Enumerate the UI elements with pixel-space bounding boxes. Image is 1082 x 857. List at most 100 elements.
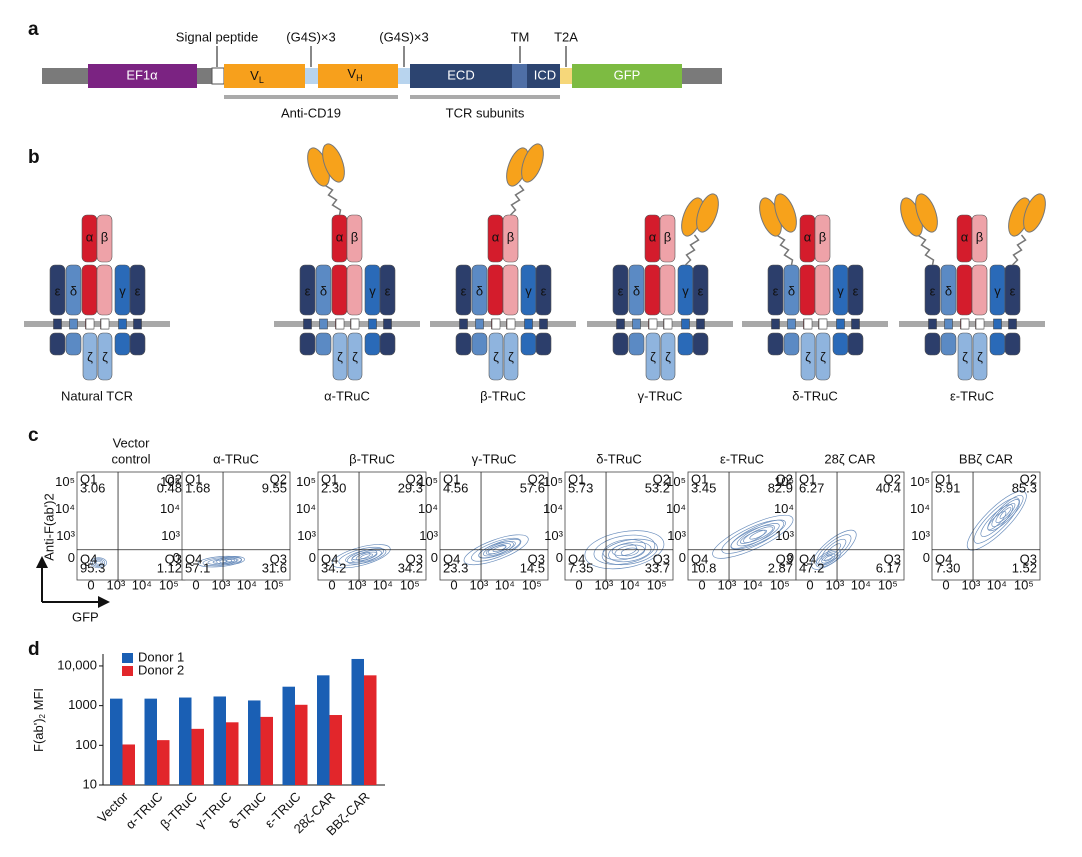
tm-block	[512, 64, 527, 88]
chain-domain	[612, 264, 629, 316]
bar	[364, 675, 377, 785]
tm-segment	[100, 318, 110, 330]
y-tick-label: 10⁵	[418, 474, 438, 489]
tm-segment	[475, 318, 484, 330]
chain-domain	[81, 264, 98, 316]
construct-label: α-TRuC	[324, 388, 370, 403]
x-tick-label: 10⁵	[878, 577, 898, 592]
contour	[821, 553, 836, 564]
chain-domain	[940, 264, 957, 316]
quadrant-value: 14.5	[520, 560, 545, 575]
quadrant-name: Q1	[443, 471, 460, 486]
chain-label: ζ	[508, 349, 514, 364]
linker-block	[305, 68, 318, 84]
bracket-label: Anti-CD19	[281, 105, 341, 120]
arrow-head	[36, 556, 48, 568]
linker-block	[398, 68, 410, 84]
legend-swatch	[122, 653, 133, 663]
zeta-chain	[347, 332, 363, 381]
cyto-tail	[832, 332, 849, 356]
quadrant-value: 2.30	[321, 480, 346, 495]
cyto-tail	[612, 332, 629, 356]
quadrant-value: 23.3	[443, 560, 468, 575]
zeta-chain	[82, 332, 98, 381]
construct-label: γ-TRuC	[638, 388, 683, 403]
y-tick-label: 10⁵	[666, 474, 686, 489]
chain-domain	[502, 264, 519, 316]
tm-segment	[53, 318, 62, 330]
x-tick-label: 10³	[106, 577, 125, 592]
bar	[260, 716, 273, 785]
icd-block	[527, 64, 560, 88]
bar	[213, 696, 226, 785]
panel-label: a	[28, 19, 39, 40]
x-tick-label: 0	[698, 577, 705, 592]
y-tick-label: 100	[75, 737, 97, 752]
x-tick-label: 10³	[211, 577, 230, 592]
contour	[492, 545, 507, 552]
vh-sub: H	[356, 73, 363, 83]
chain-domain	[767, 264, 784, 316]
tm-segment	[771, 318, 780, 330]
tm-segment	[944, 318, 953, 330]
scfv-domain	[521, 143, 544, 183]
contour	[811, 529, 857, 570]
plot-title: β-TRuC	[349, 451, 395, 466]
legend-label: Donor 2	[138, 662, 184, 677]
quadrant-name: Q3	[165, 551, 182, 566]
chain-label: α	[961, 229, 969, 244]
x-tick-label: 0	[192, 577, 199, 592]
zeta-chain	[488, 332, 504, 381]
contour	[815, 549, 842, 568]
y-tick-label: 10³	[911, 528, 930, 543]
tm-segment	[383, 318, 392, 330]
t2a-block	[560, 68, 572, 84]
y-tick-label: 10⁴	[666, 501, 686, 516]
x-tick-label: 10⁵	[400, 577, 420, 592]
quadrant-value: 57.1	[185, 560, 210, 575]
plot-title: α-TRuC	[213, 451, 259, 466]
promoter-block	[88, 64, 197, 88]
x-tick-label: 10³	[825, 577, 844, 592]
y-tick-label: 10⁴	[418, 501, 438, 516]
tm-segment	[350, 318, 360, 330]
y-tick-label: 10³	[667, 528, 686, 543]
gfp-block	[572, 64, 682, 88]
cyto-tail	[455, 332, 472, 356]
construct-label: ε-TRuC	[950, 388, 994, 403]
chain-label: ζ	[337, 349, 343, 364]
contour	[743, 526, 774, 543]
linker	[324, 184, 342, 216]
cyto-tail	[471, 332, 488, 356]
y-axis-label-part: MFI	[31, 688, 46, 714]
cyto-tail	[299, 332, 316, 356]
x-tick-label: 10⁵	[159, 577, 179, 592]
y-tick-label: 0	[431, 550, 438, 565]
panel-label: b	[28, 147, 40, 168]
y-tick-label: 10³	[419, 528, 438, 543]
chain-label: ε	[55, 283, 61, 298]
chain-label: ζ	[820, 349, 826, 364]
contour	[90, 557, 107, 569]
x-tick-label: 10³	[717, 577, 736, 592]
chain-domain	[299, 264, 316, 316]
quadrant-name: Q3	[270, 551, 287, 566]
quadrant-value: 34.2	[321, 560, 346, 575]
contour	[95, 560, 102, 565]
chain-label: ε	[305, 283, 311, 298]
chain-domain	[956, 264, 973, 316]
tm-segment	[851, 318, 860, 330]
bar	[248, 700, 261, 785]
chain-label: β	[664, 229, 671, 244]
chain-domain	[814, 214, 831, 263]
contour	[584, 530, 665, 570]
legend-swatch	[122, 666, 133, 676]
y-tick-label: 0	[923, 550, 930, 565]
chain-domain	[971, 264, 988, 316]
bar	[282, 686, 295, 785]
quadrant-value: 1.12	[157, 560, 182, 575]
tm-segment	[787, 318, 796, 330]
tm-segment	[818, 318, 828, 330]
tm-segment	[85, 318, 95, 330]
chain-domain	[346, 214, 363, 263]
